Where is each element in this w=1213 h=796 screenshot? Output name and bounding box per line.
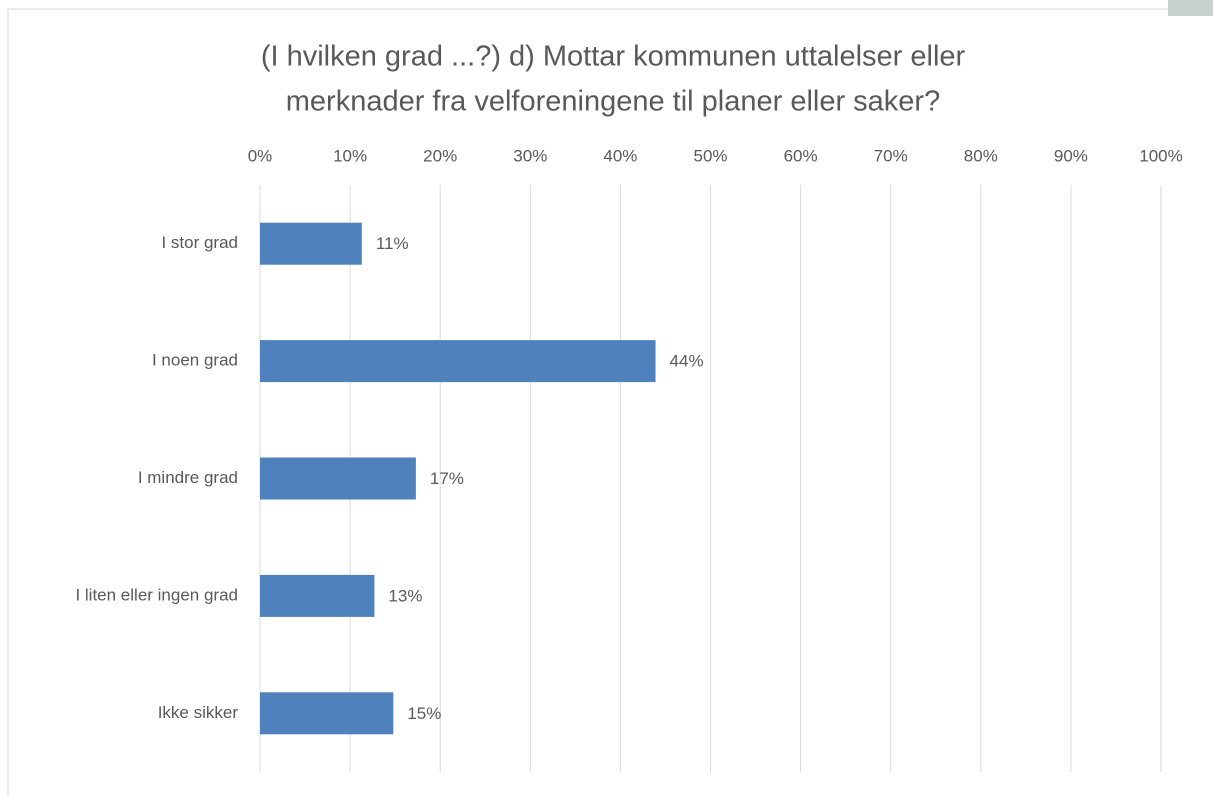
- chart-border: [7, 8, 1213, 796]
- x-tick-label: 70%: [874, 146, 908, 165]
- data-label: 13%: [388, 586, 422, 605]
- y-tick-label: Ikke sikker: [158, 703, 239, 722]
- x-tick-label: 0%: [248, 146, 273, 165]
- x-tick-label: 90%: [1054, 146, 1088, 165]
- y-tick-label: I noen grad: [152, 351, 238, 370]
- bar: [260, 574, 375, 617]
- data-label: 44%: [670, 352, 704, 371]
- x-tick-label: 40%: [603, 146, 637, 165]
- x-tick-label: 60%: [784, 146, 818, 165]
- bar: [260, 457, 416, 500]
- chart-title: (I hvilken grad ...?) d) Mottar kommunen…: [261, 41, 966, 73]
- data-label: 15%: [407, 704, 441, 723]
- corner-decoration: [1168, 0, 1213, 16]
- y-tick-label: I liten eller ingen grad: [75, 585, 238, 604]
- data-label: 11%: [376, 234, 409, 253]
- x-tick-label: 20%: [423, 146, 457, 165]
- x-tick-label: 30%: [513, 146, 547, 165]
- x-tick-label: 100%: [1139, 146, 1182, 165]
- bar: [260, 692, 394, 735]
- x-tick-label: 80%: [964, 146, 998, 165]
- chart-title: merknader fra velforeningene til planer …: [286, 86, 940, 118]
- x-tick-label: 10%: [333, 146, 367, 165]
- x-tick-label: 50%: [693, 146, 727, 165]
- data-label: 17%: [430, 469, 464, 488]
- y-tick-label: I mindre grad: [138, 468, 238, 487]
- bar: [260, 340, 656, 383]
- y-tick-label: I stor grad: [161, 233, 238, 252]
- bar: [260, 222, 362, 265]
